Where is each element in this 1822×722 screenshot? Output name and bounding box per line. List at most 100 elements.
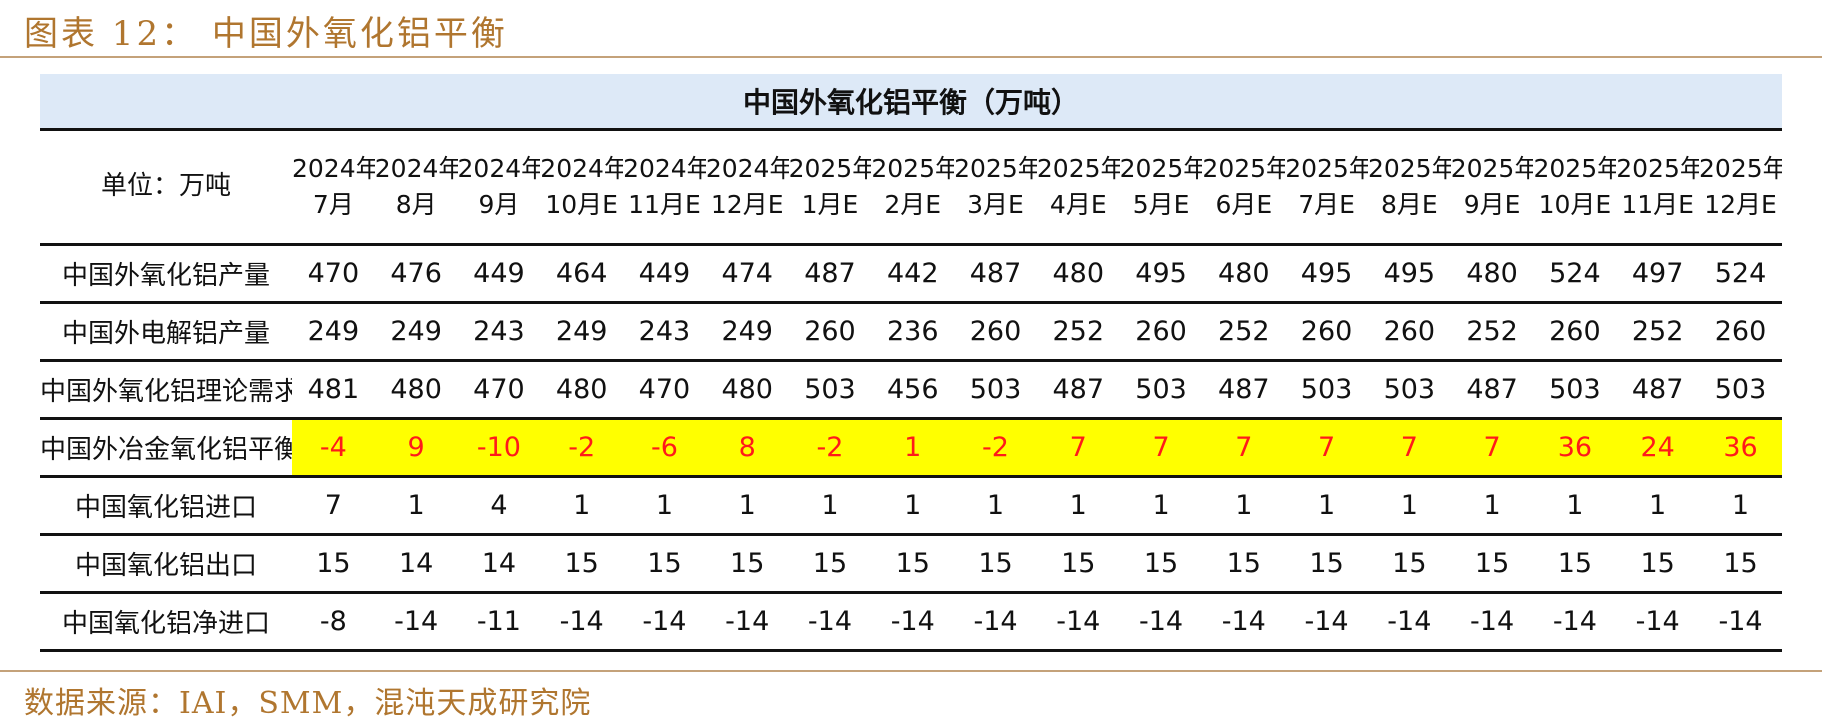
table-cell: 1	[788, 476, 872, 536]
table-cell: 495	[1285, 244, 1368, 304]
table-cell: 7	[1036, 418, 1120, 478]
table-cell: 260	[1367, 302, 1451, 362]
table-cell: 487	[1036, 360, 1120, 420]
alumina-balance-table: 中国外氧化铝平衡（万吨） 单位：万吨 2024年 7月 2024年 8月 2024年 9月…	[40, 74, 1782, 652]
table-cell: 495	[1119, 244, 1203, 304]
table-cell: 1	[1450, 476, 1534, 536]
table-cell: 456	[871, 360, 955, 420]
table-cell: 36	[1533, 418, 1617, 478]
table-cell: 480	[705, 360, 789, 420]
table-cell: 15	[1533, 534, 1617, 594]
column-header: 2025年 9月E	[1450, 129, 1534, 246]
table-cell: 1	[540, 476, 624, 536]
table-cell: 480	[1036, 244, 1120, 304]
table-cell: 236	[871, 302, 955, 362]
table-cell: -8	[292, 592, 375, 652]
column-year: 2024年	[292, 153, 375, 183]
table-cell: 15	[1202, 534, 1286, 594]
column-month: 2月E	[884, 190, 942, 219]
column-month: 11月E	[628, 190, 701, 219]
top-rule	[0, 56, 1822, 58]
table-row: 中国外氧化铝理论需求 481 480 470 480 470 480 503 456 503 487…	[40, 360, 1782, 420]
column-year: 2025年	[1202, 153, 1286, 183]
table-cell: -2	[540, 418, 624, 478]
table-cell: 1	[374, 476, 458, 536]
column-header: 2025年 2月E	[871, 129, 955, 246]
table-cell: 15	[292, 534, 375, 594]
table-cell: 1	[1616, 476, 1700, 536]
table-cell: -14	[540, 592, 624, 652]
table-cell: 1	[1367, 476, 1451, 536]
table-cell: 1	[871, 476, 955, 536]
table-cell: 449	[623, 244, 706, 304]
table-cell: 470	[457, 360, 541, 420]
table-cell: 1	[1202, 476, 1286, 536]
table-cell: 249	[705, 302, 789, 362]
table-cell: 442	[871, 244, 955, 304]
table-cell: 260	[788, 302, 872, 362]
table-cell: -10	[457, 418, 541, 478]
column-year: 2025年	[788, 153, 872, 183]
table-cell: -14	[1285, 592, 1368, 652]
table-cell: 1	[705, 476, 789, 536]
column-month: 10月E	[1538, 190, 1612, 219]
column-year: 2024年	[374, 153, 458, 183]
column-year: 2024年	[540, 153, 624, 183]
column-month: 10月E	[545, 190, 618, 219]
row-label: 中国氧化铝出口	[40, 534, 292, 594]
column-year: 2025年	[1699, 153, 1782, 183]
table-cell: 260	[954, 302, 1037, 362]
column-header: 2024年 8月	[374, 129, 458, 246]
table-cell: 1	[1699, 476, 1782, 536]
table-cell: 15	[1285, 534, 1368, 594]
table-cell: 252	[1202, 302, 1286, 362]
column-header: 2024年 11月E	[623, 129, 706, 246]
table-cell: 15	[954, 534, 1037, 594]
table-caption-row: 中国外氧化铝平衡（万吨）	[40, 74, 1782, 131]
table-cell: 15	[1699, 534, 1782, 594]
table-row: 中国外电解铝产量 249 249 243 249 243 249 260 236 260 252 26…	[40, 302, 1782, 362]
table-cell: 503	[1367, 360, 1451, 420]
column-month: 1月E	[801, 190, 859, 219]
column-header: 2025年 11月E	[1616, 129, 1700, 246]
row-label: 中国外氧化铝产量	[40, 244, 292, 304]
figure-title: 图表 12： 中国外氧化铝平衡	[24, 14, 508, 54]
column-month: 11月E	[1621, 190, 1694, 219]
column-header: 2025年 4月E	[1036, 129, 1120, 246]
table-cell: -14	[788, 592, 872, 652]
table-cell: 480	[1450, 244, 1534, 304]
table-cell: 24	[1616, 418, 1700, 478]
table-cell: 4	[457, 476, 541, 536]
table-cell: 464	[540, 244, 624, 304]
table-cell: 243	[457, 302, 541, 362]
table-cell: 14	[374, 534, 458, 594]
table-cell: -14	[1533, 592, 1617, 652]
column-header: 2025年 5月E	[1119, 129, 1203, 246]
table-cell: 1	[871, 418, 955, 478]
table-cell: 497	[1616, 244, 1700, 304]
table-cell: 487	[1450, 360, 1534, 420]
table-cell: 8	[705, 418, 789, 478]
table-cell: 252	[1450, 302, 1534, 362]
table-cell: 449	[457, 244, 541, 304]
table-cell: 15	[705, 534, 789, 594]
table-cell: 9	[374, 418, 458, 478]
column-year: 2025年	[871, 153, 955, 183]
table-header-row: 单位：万吨 2024年 7月 2024年 8月 2024年 9月 2024年 10月E 2024…	[40, 129, 1782, 246]
table-cell: 480	[374, 360, 458, 420]
column-year: 2025年	[1367, 153, 1451, 183]
table-cell: 36	[1699, 418, 1782, 478]
table-cell: -4	[292, 418, 375, 478]
table-cell: 524	[1699, 244, 1782, 304]
column-header: 2025年 1月E	[788, 129, 872, 246]
row-label: 中国外氧化铝理论需求	[40, 360, 292, 420]
column-year: 2025年	[1533, 153, 1617, 183]
table-cell: 487	[954, 244, 1037, 304]
column-year: 2025年	[1285, 153, 1368, 183]
table-row: 中国氧化铝出口 15 14 14 15 15 15 15 15 15 15 15 15 15 15 15 15 1…	[40, 534, 1782, 594]
table-cell: -14	[1450, 592, 1534, 652]
table-cell: 503	[1699, 360, 1782, 420]
table-cell: 7	[1285, 418, 1368, 478]
column-header: 2024年 10月E	[540, 129, 624, 246]
table-cell: -14	[871, 592, 955, 652]
